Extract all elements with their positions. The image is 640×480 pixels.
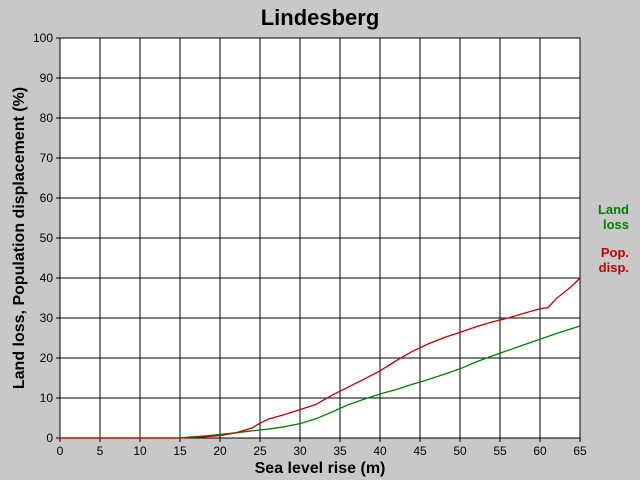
x-tick-label: 25 [253, 444, 267, 458]
x-axis-label: Sea level rise (m) [255, 460, 386, 477]
x-tick-label: 20 [213, 444, 227, 458]
series-lines [60, 277, 581, 439]
chart-title: Lindesberg [261, 5, 380, 30]
legend-entry-1: disp. [599, 260, 629, 275]
x-tick-label: 15 [173, 444, 187, 458]
x-tick-label: 35 [333, 444, 347, 458]
x-tick-label: 30 [293, 444, 307, 458]
y-tick-label: 100 [33, 31, 53, 45]
legend-entry-1: Pop. [601, 245, 629, 260]
y-tick-label: 10 [40, 391, 54, 405]
x-tick-label: 40 [373, 444, 387, 458]
y-tick-label: 40 [40, 271, 54, 285]
x-tick-label: 10 [133, 444, 147, 458]
y-tick-label: 90 [40, 71, 54, 85]
series-line-1 [60, 277, 581, 439]
y-tick-label: 80 [40, 111, 54, 125]
x-tick-label: 0 [57, 444, 64, 458]
y-axis-ticks: 0 10 20 30 40 50 60 70 80 90 100 [33, 31, 60, 445]
series-line-0 [60, 325, 581, 439]
legend-entry-0: loss [603, 217, 629, 232]
x-tick-label: 45 [413, 444, 427, 458]
x-tick-label: 5 [97, 444, 104, 458]
x-tick-label: 60 [533, 444, 547, 458]
y-tick-label: 20 [40, 351, 54, 365]
y-tick-label: 50 [40, 231, 54, 245]
legend-entry-0: Land [598, 202, 629, 217]
y-tick-label: 0 [46, 431, 53, 445]
x-tick-label: 55 [493, 444, 507, 458]
x-tick-label: 50 [453, 444, 467, 458]
x-axis-ticks: 0 5 10 15 20 25 30 35 40 45 50 55 60 65 [57, 438, 587, 458]
y-axis-label: Land loss, Population displacement (%) [11, 87, 28, 389]
y-tick-label: 30 [40, 311, 54, 325]
y-tick-label: 60 [40, 191, 54, 205]
x-tick-label: 65 [573, 444, 587, 458]
grid [59, 37, 581, 439]
y-tick-label: 70 [40, 151, 54, 165]
